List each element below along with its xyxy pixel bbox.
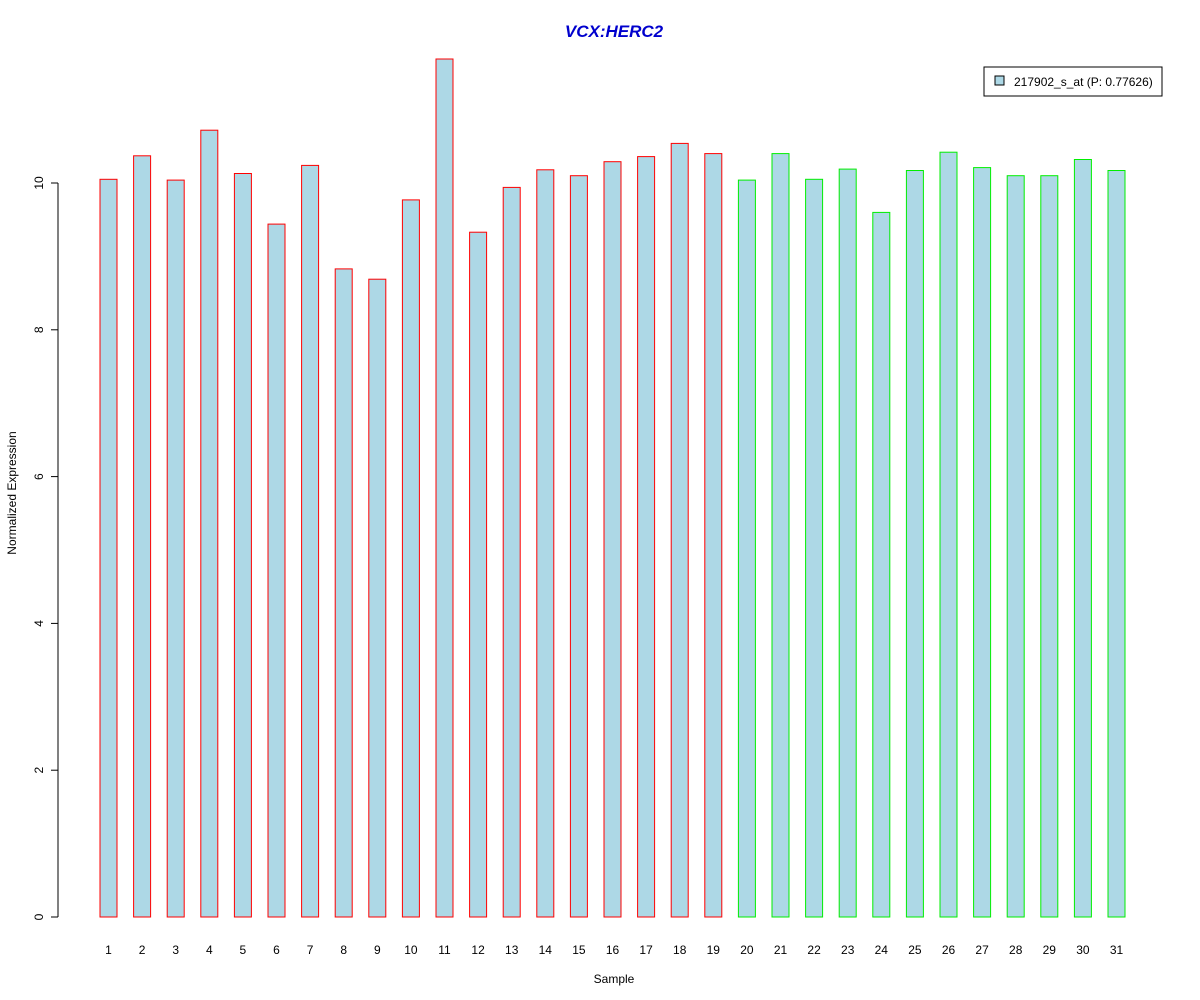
x-tick-label: 7 [307,943,314,957]
x-tick-label: 28 [1009,943,1023,957]
bar [1073,159,1092,918]
y-tick-label: 4 [32,620,46,627]
bar [200,129,219,918]
bar [401,199,420,918]
x-tick-label: 13 [505,943,519,957]
y-tick-label: 2 [32,767,46,774]
bar [805,178,824,918]
bar [1006,175,1025,918]
x-tick-label: 16 [606,943,620,957]
bar [166,179,185,918]
x-tick-label: 6 [273,943,280,957]
legend: 217902_s_at (P: 0.77626) [983,66,1163,97]
x-tick-label: 12 [471,943,485,957]
y-axis-label: Normalized Expression [5,431,19,554]
legend-box [983,66,1163,97]
bar [435,58,454,918]
bar [905,170,924,918]
bars-group [99,58,1126,918]
x-tick-label: 4 [206,943,213,957]
bar [872,211,891,918]
x-tick-label: 18 [673,943,687,957]
legend-swatch [994,75,1005,86]
bar [569,175,588,918]
bar [267,223,286,918]
bar [469,231,488,918]
y-tick-label: 10 [32,176,46,190]
bar [1107,170,1126,918]
bar [771,153,790,918]
x-tick-labels: 1 2 3 4 5 6 7 8 9 10 11 12 13 14 15 16 17 18 19 20 21 22 23 24 2… [105,943,1123,957]
x-tick-label: 30 [1076,943,1090,957]
bar [502,186,521,918]
bar [133,155,152,918]
x-tick-label: 27 [975,943,989,957]
bar [1040,175,1059,918]
x-tick-label: 20 [740,943,754,957]
y-tick-label: 6 [32,473,46,480]
bar [737,179,756,918]
x-tick-label: 21 [774,943,788,957]
x-tick-label: 11 [438,943,451,957]
x-tick-label: 17 [639,943,653,957]
bar [334,268,353,918]
x-tick-label: 26 [942,943,956,957]
x-tick-label: 29 [1043,943,1057,957]
bar [233,173,252,918]
y-tick-label: 8 [32,326,46,333]
x-tick-label: 15 [572,943,586,957]
x-tick-label: 22 [807,943,821,957]
x-tick-label: 19 [707,943,721,957]
x-tick-label: 25 [908,943,922,957]
chart-title: VCX:HERC2 [565,22,664,41]
x-axis-label: Sample [594,972,635,986]
y-axis: 0 2 4 6 8 10 [32,176,59,920]
bar [301,164,320,918]
x-tick-label: 8 [340,943,347,957]
bar [99,178,118,918]
x-tick-label: 24 [875,943,889,957]
bar [973,167,992,918]
y-tick-label: 0 [32,913,46,920]
bar [603,161,622,918]
x-tick-label: 2 [139,943,146,957]
x-tick-label: 14 [539,943,553,957]
bar [670,142,689,918]
legend-label: 217902_s_at (P: 0.77626) [1014,75,1153,89]
bar [704,153,723,918]
x-tick-label: 1 [105,943,112,957]
x-tick-label: 10 [404,943,418,957]
bar [939,151,958,918]
x-tick-label: 9 [374,943,381,957]
x-tick-label: 31 [1110,943,1124,957]
bar [637,156,656,918]
bar [368,278,387,918]
bar [838,168,857,918]
bar [536,169,555,918]
x-tick-label: 3 [172,943,179,957]
x-tick-label: 5 [240,943,247,957]
x-tick-label: 23 [841,943,855,957]
